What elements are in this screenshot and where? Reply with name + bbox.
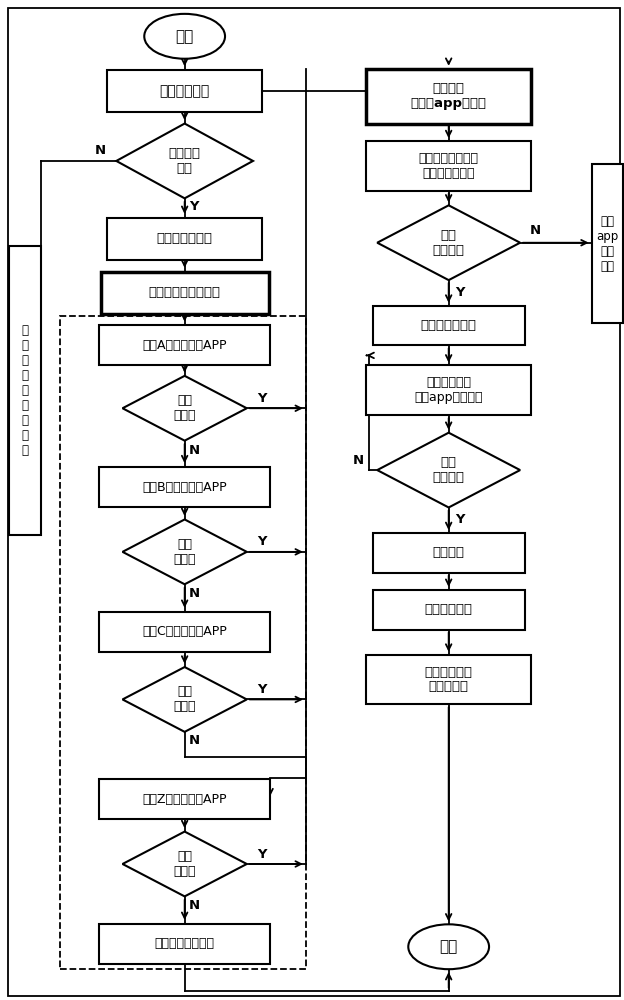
Text: Y: Y	[258, 535, 267, 548]
Polygon shape	[122, 519, 246, 584]
Text: 车辆帐号扣款: 车辆帐号扣款	[425, 603, 472, 616]
Text: 平台计时，计费: 平台计时，计费	[421, 319, 477, 332]
Text: 开始: 开始	[175, 29, 194, 44]
Text: Y: Y	[455, 513, 465, 526]
Bar	[99, 612, 270, 652]
Text: 提取充电桩特征编码: 提取充电桩特征编码	[149, 286, 221, 299]
Bar	[373, 533, 525, 573]
Text: 匹配
充电桩: 匹配 充电桩	[173, 685, 196, 713]
Text: 读取
app
异常
信息: 读取 app 异常 信息	[596, 215, 618, 273]
Text: 调用相应
充电桩app的平台: 调用相应 充电桩app的平台	[411, 82, 487, 110]
Bar	[366, 365, 531, 415]
Text: N: N	[188, 444, 200, 457]
Bar	[592, 164, 623, 323]
Bar	[366, 69, 531, 124]
Text: N: N	[353, 454, 364, 467]
Text: N: N	[95, 144, 106, 157]
Ellipse shape	[408, 924, 489, 969]
Bar	[107, 70, 262, 112]
Bar	[99, 325, 270, 365]
Bar	[366, 655, 531, 704]
Polygon shape	[378, 205, 520, 280]
Polygon shape	[122, 667, 246, 732]
Polygon shape	[122, 832, 246, 896]
Ellipse shape	[144, 14, 225, 59]
Text: 匹配
充电桩: 匹配 充电桩	[173, 538, 196, 566]
Text: 发送无法匹配信息: 发送无法匹配信息	[155, 937, 215, 950]
Text: N: N	[530, 224, 541, 237]
Text: Y: Y	[455, 286, 465, 299]
Text: 发
送
帐
号
不
匹
配
信
息: 发 送 帐 号 不 匹 配 信 息	[21, 324, 29, 457]
Text: 充电结束: 充电结束	[432, 546, 465, 559]
Text: 车辆帐户
核对: 车辆帐户 核对	[168, 147, 201, 175]
Polygon shape	[116, 124, 253, 198]
Bar	[99, 924, 270, 964]
Text: N: N	[188, 734, 200, 747]
Bar	[99, 467, 270, 507]
Text: 调用充电桩信息: 调用充电桩信息	[157, 232, 213, 245]
Text: 接受车辆帐户: 接受车辆帐户	[160, 84, 210, 98]
Bar	[99, 779, 270, 819]
Text: 匹配
充电桩: 匹配 充电桩	[173, 850, 196, 878]
Text: Y: Y	[189, 200, 198, 213]
Bar	[373, 306, 525, 345]
Text: 调用C公司充电桩APP: 调用C公司充电桩APP	[142, 625, 227, 638]
Polygon shape	[122, 376, 246, 441]
Text: 匹配
充电桩: 匹配 充电桩	[173, 394, 196, 422]
Text: Y: Y	[258, 683, 267, 696]
Text: 调用A公司充电桩APP: 调用A公司充电桩APP	[142, 339, 227, 352]
Text: 是否
开始充电: 是否 开始充电	[432, 229, 465, 257]
Text: 调用Z公司充电桩APP: 调用Z公司充电桩APP	[142, 793, 227, 806]
Bar	[373, 590, 525, 630]
Text: 发送充电结束
和扣款信息: 发送充电结束 和扣款信息	[425, 666, 472, 694]
Bar	[9, 246, 41, 535]
Text: 是否
停止充电: 是否 停止充电	[432, 456, 465, 484]
Bar	[61, 316, 306, 969]
Bar	[366, 141, 531, 191]
Text: 自动输入平台帐号
启动充电桩充电: 自动输入平台帐号 启动充电桩充电	[419, 152, 479, 180]
Text: N: N	[188, 899, 200, 912]
Text: 调用B公司充电桩APP: 调用B公司充电桩APP	[142, 481, 227, 494]
Text: 结束: 结束	[439, 939, 458, 954]
Text: N: N	[188, 587, 200, 600]
Text: 定时自动读取
对应app充电状态: 定时自动读取 对应app充电状态	[414, 376, 483, 404]
Polygon shape	[378, 433, 520, 507]
Text: Y: Y	[258, 848, 267, 861]
Bar	[107, 218, 262, 260]
Text: Y: Y	[258, 392, 267, 405]
Bar	[101, 272, 268, 314]
